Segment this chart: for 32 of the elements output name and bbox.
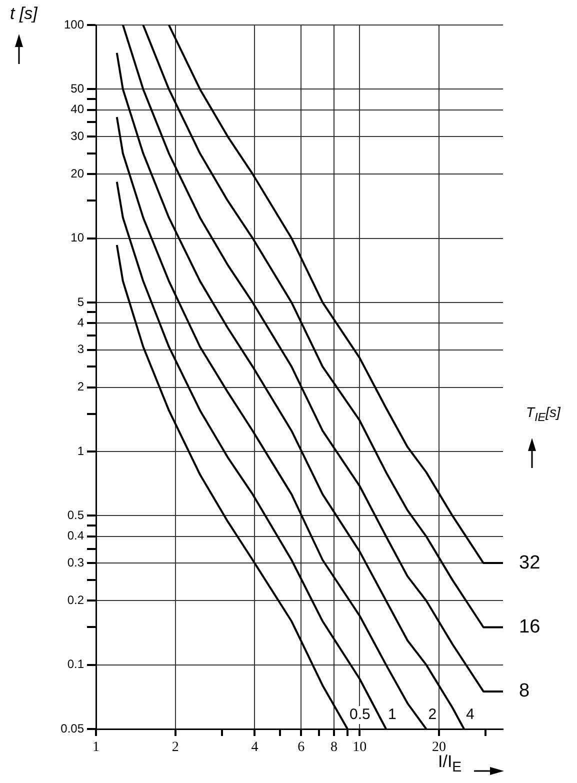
series-label: 0.5 <box>350 706 370 724</box>
y-tick-label: 0.2 <box>67 592 84 607</box>
y-tick-label: 50 <box>70 82 84 96</box>
y-tick-label: 0.3 <box>67 555 84 570</box>
y-tick-label: 100 <box>64 17 84 32</box>
y-tick-label: 1 <box>77 444 84 458</box>
y-tick-label: 20 <box>70 166 84 180</box>
series-label: 4 <box>466 706 474 724</box>
y-tick-label: 0.5 <box>67 508 84 522</box>
x-tick-label: 1 <box>92 740 100 756</box>
x-tick-label: 8 <box>330 740 338 756</box>
y-tick-label: 10 <box>70 230 84 245</box>
y-tick-label: 5 <box>77 294 84 309</box>
x-tick-label: 6 <box>298 740 305 756</box>
x-tick-label: 4 <box>251 740 258 756</box>
y-tick-label: 0.05 <box>60 721 84 736</box>
series-label: 16 <box>519 616 540 638</box>
y-tick-label: 40 <box>70 102 84 116</box>
y-axis-title: t [s] <box>10 4 38 24</box>
y-tick-label: 2 <box>77 380 84 394</box>
series-label: 2 <box>428 706 437 724</box>
y-tick-label: 30 <box>70 128 84 143</box>
y-tick-label: 4 <box>77 315 84 330</box>
legend-title: T$_{IE}$[s] <box>526 404 560 424</box>
y-tick-label: 3 <box>77 342 84 356</box>
x-tick-label: 10 <box>352 740 367 756</box>
series-label: 32 <box>519 552 540 574</box>
series-label: 1 <box>388 706 396 724</box>
y-tick-label: 0.1 <box>67 657 84 672</box>
x-tick-label: 2 <box>172 740 179 756</box>
series-label: 8 <box>519 680 530 702</box>
y-tick-label: 0.4 <box>67 528 84 543</box>
